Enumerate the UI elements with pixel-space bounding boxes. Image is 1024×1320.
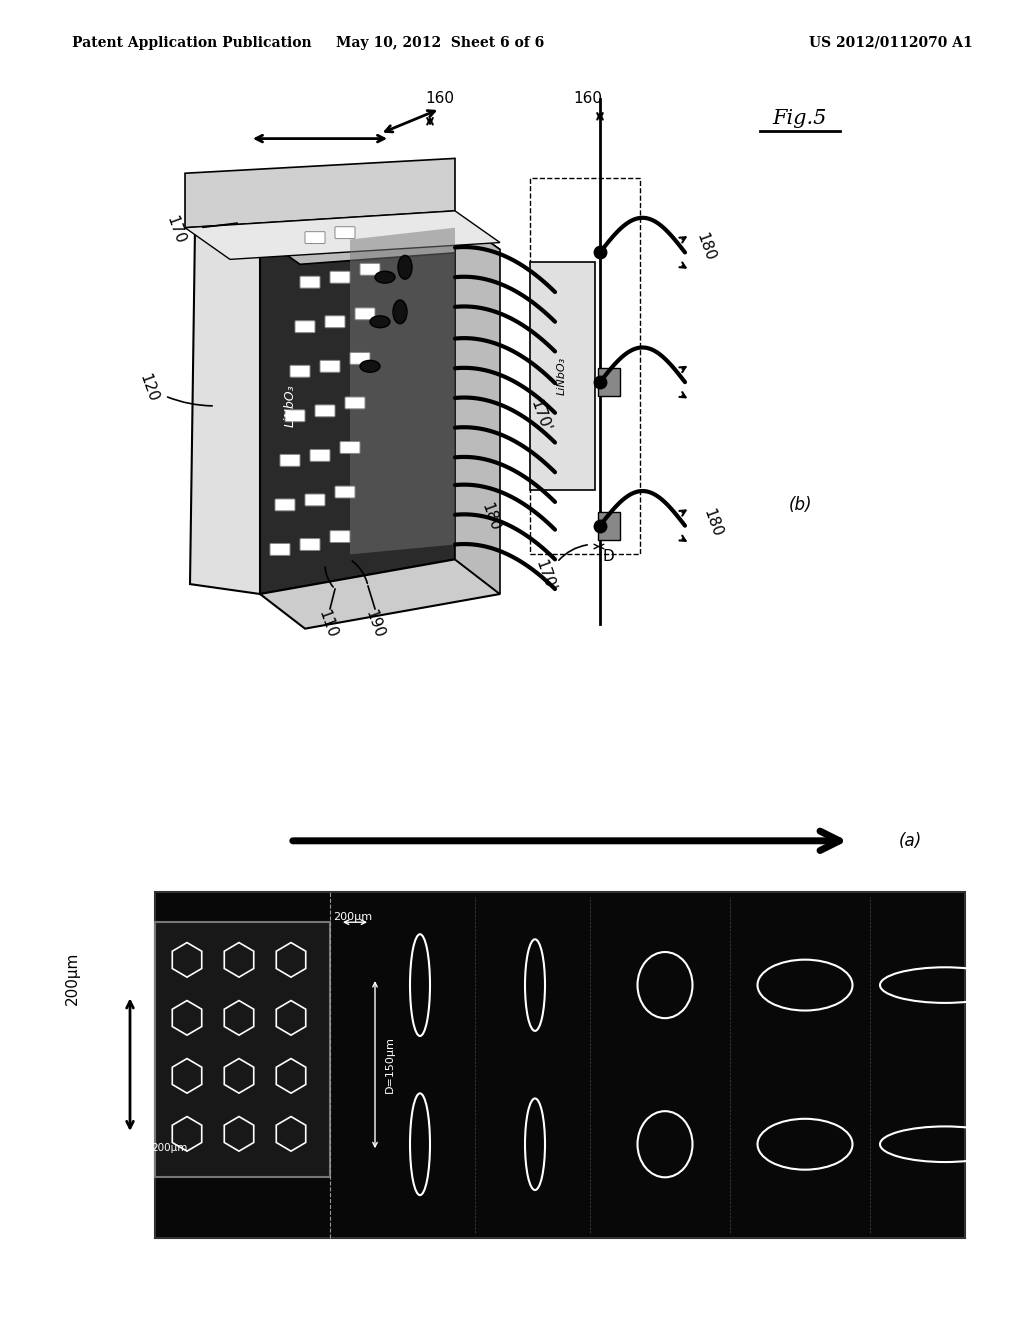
FancyBboxPatch shape [270,544,290,556]
FancyBboxPatch shape [290,366,310,378]
Bar [598,368,620,396]
Text: 200μm: 200μm [334,912,373,923]
Text: 170': 170' [527,397,553,434]
FancyBboxPatch shape [335,227,355,239]
Text: LiNbO₃: LiNbO₃ [557,358,567,395]
Text: 110: 110 [315,607,339,640]
Ellipse shape [393,300,407,323]
FancyBboxPatch shape [350,352,370,364]
Bar [530,178,640,554]
Polygon shape [350,227,455,554]
FancyBboxPatch shape [355,308,375,319]
FancyBboxPatch shape [315,405,335,417]
FancyBboxPatch shape [310,449,330,461]
FancyBboxPatch shape [360,263,380,275]
FancyBboxPatch shape [300,276,319,288]
Text: (b): (b) [788,496,812,513]
Polygon shape [190,227,260,594]
FancyBboxPatch shape [295,321,315,333]
Text: 200μm: 200μm [65,952,80,1005]
Text: 180: 180 [693,231,717,264]
Polygon shape [185,211,500,259]
Text: 180: 180 [700,507,724,539]
FancyBboxPatch shape [305,494,325,506]
Bar [598,512,620,540]
Ellipse shape [370,315,390,327]
Bar [155,892,965,1238]
Text: 170: 170 [163,214,187,246]
FancyBboxPatch shape [345,397,365,409]
Text: 170': 170' [532,558,558,594]
Text: 160: 160 [573,91,602,107]
FancyBboxPatch shape [319,360,340,372]
Ellipse shape [360,360,380,372]
FancyBboxPatch shape [330,531,350,543]
Text: 120: 120 [136,372,160,404]
FancyBboxPatch shape [300,539,319,550]
FancyBboxPatch shape [330,271,350,282]
Text: Patent Application Publication: Patent Application Publication [72,36,311,50]
Text: 190: 190 [362,607,387,640]
Text: D: D [602,549,613,564]
Ellipse shape [398,255,412,279]
Polygon shape [455,218,500,594]
Polygon shape [260,560,500,628]
Polygon shape [185,158,455,227]
Polygon shape [255,218,500,264]
Text: 200μm: 200μm [151,1143,187,1154]
Polygon shape [255,218,455,594]
Ellipse shape [375,271,395,282]
FancyBboxPatch shape [325,315,345,327]
FancyBboxPatch shape [280,454,300,466]
Bar [155,923,330,1176]
Text: D=150μm: D=150μm [385,1036,395,1093]
Text: May 10, 2012  Sheet 6 of 6: May 10, 2012 Sheet 6 of 6 [336,36,545,50]
FancyBboxPatch shape [285,409,305,421]
Text: 160: 160 [426,91,455,107]
FancyBboxPatch shape [340,441,360,453]
Text: Fig.5: Fig.5 [773,110,827,128]
Text: LiNbO₃: LiNbO₃ [284,384,297,428]
FancyBboxPatch shape [335,486,355,498]
Text: US 2012/0112070 A1: US 2012/0112070 A1 [809,36,973,50]
Bar [530,263,595,490]
Text: (a): (a) [898,832,922,850]
Text: 180: 180 [478,500,502,533]
FancyBboxPatch shape [275,499,295,511]
FancyBboxPatch shape [305,231,325,243]
